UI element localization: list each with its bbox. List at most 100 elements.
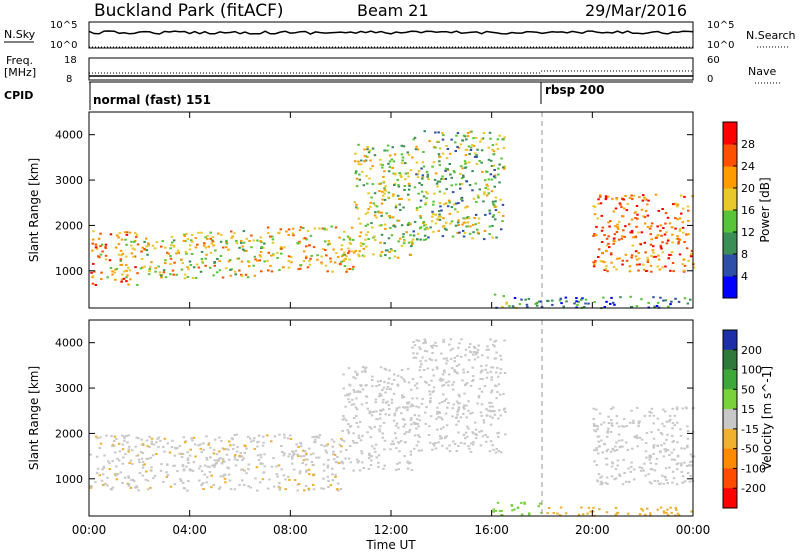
data-cell xyxy=(342,238,346,241)
data-cell xyxy=(394,172,397,175)
data-cell xyxy=(381,190,384,193)
data-cell xyxy=(218,450,221,453)
data-cell xyxy=(457,146,461,149)
data-cell xyxy=(444,436,447,439)
data-cell xyxy=(456,410,459,413)
data-cell xyxy=(451,347,454,350)
data-cell xyxy=(478,387,481,390)
data-cell xyxy=(502,146,506,149)
freq-tick-top: 18 xyxy=(64,55,77,66)
data-cell xyxy=(212,244,215,247)
data-cell xyxy=(222,475,225,478)
data-cell xyxy=(369,436,373,439)
data-cell xyxy=(636,217,639,220)
data-cell xyxy=(191,277,195,279)
data-cell xyxy=(415,209,419,211)
data-cell xyxy=(348,401,351,403)
data-cell xyxy=(676,203,680,206)
data-cell xyxy=(291,462,294,465)
data-cell xyxy=(305,245,308,248)
data-cell xyxy=(444,202,448,205)
data-cell xyxy=(289,434,292,437)
data-cell xyxy=(650,482,653,485)
data-cell xyxy=(137,437,140,440)
data-cell xyxy=(636,213,639,216)
data-cell xyxy=(638,263,641,266)
data-cell xyxy=(610,408,613,410)
data-cell xyxy=(444,169,447,172)
data-cell xyxy=(452,170,456,172)
data-cell xyxy=(616,226,619,228)
data-cell xyxy=(558,514,562,517)
data-cell xyxy=(241,458,244,461)
data-cell xyxy=(465,382,469,385)
data-cell xyxy=(457,363,461,366)
data-cell xyxy=(250,234,253,237)
data-cell xyxy=(486,371,489,374)
data-cell xyxy=(292,234,295,237)
data-cell xyxy=(117,236,120,239)
data-cell xyxy=(341,429,344,432)
data-cell xyxy=(272,457,275,459)
data-cell xyxy=(413,136,417,139)
data-cell xyxy=(620,206,623,209)
data-cell xyxy=(410,243,414,246)
data-cell xyxy=(476,231,480,234)
data-cell xyxy=(389,216,392,219)
data-cell xyxy=(660,234,663,237)
data-cell xyxy=(500,451,503,454)
data-cell xyxy=(166,473,170,476)
data-cell xyxy=(182,239,186,242)
data-cell xyxy=(630,256,633,259)
data-cell xyxy=(496,501,500,504)
data-cell xyxy=(121,273,124,276)
data-cell xyxy=(357,143,360,146)
data-cell xyxy=(242,483,246,486)
data-cell xyxy=(663,233,667,236)
beam-label: Beam 21 xyxy=(357,1,429,20)
colorbar-swatch xyxy=(723,232,737,255)
data-cell xyxy=(378,384,381,386)
data-cell xyxy=(366,156,369,158)
data-cell xyxy=(682,258,685,261)
data-cell xyxy=(689,453,693,456)
data-cell xyxy=(225,242,229,245)
data-cell xyxy=(501,203,505,206)
data-cell xyxy=(663,442,666,445)
data-cell xyxy=(624,225,627,228)
data-cell xyxy=(670,511,673,514)
data-cell xyxy=(140,443,144,446)
data-cell xyxy=(379,380,382,382)
data-cell xyxy=(118,450,122,453)
data-cell xyxy=(482,200,485,203)
data-cell xyxy=(380,394,383,397)
data-cell xyxy=(362,467,365,469)
y-tick-label: 3000 xyxy=(55,382,83,395)
data-cell xyxy=(445,221,448,224)
data-cell xyxy=(243,444,246,447)
data-cell xyxy=(370,459,373,462)
data-cell xyxy=(665,479,668,481)
data-cell xyxy=(270,270,274,273)
data-cell xyxy=(434,172,438,175)
data-cell xyxy=(604,481,608,484)
data-cell xyxy=(457,445,460,447)
data-cell xyxy=(497,211,501,214)
data-cell xyxy=(689,255,693,258)
data-cell xyxy=(406,224,410,226)
data-cell xyxy=(629,231,632,234)
data-cell xyxy=(616,464,619,467)
data-cell xyxy=(138,472,142,474)
data-cell xyxy=(424,341,427,344)
data-cell xyxy=(490,190,494,193)
data-cell xyxy=(313,441,316,444)
data-cell xyxy=(435,417,438,420)
data-cell xyxy=(436,410,439,413)
data-cell xyxy=(686,425,689,428)
data-cell xyxy=(371,226,374,229)
y-tick-label: 3000 xyxy=(55,174,83,187)
data-cell xyxy=(490,366,493,369)
data-cell xyxy=(234,464,238,467)
